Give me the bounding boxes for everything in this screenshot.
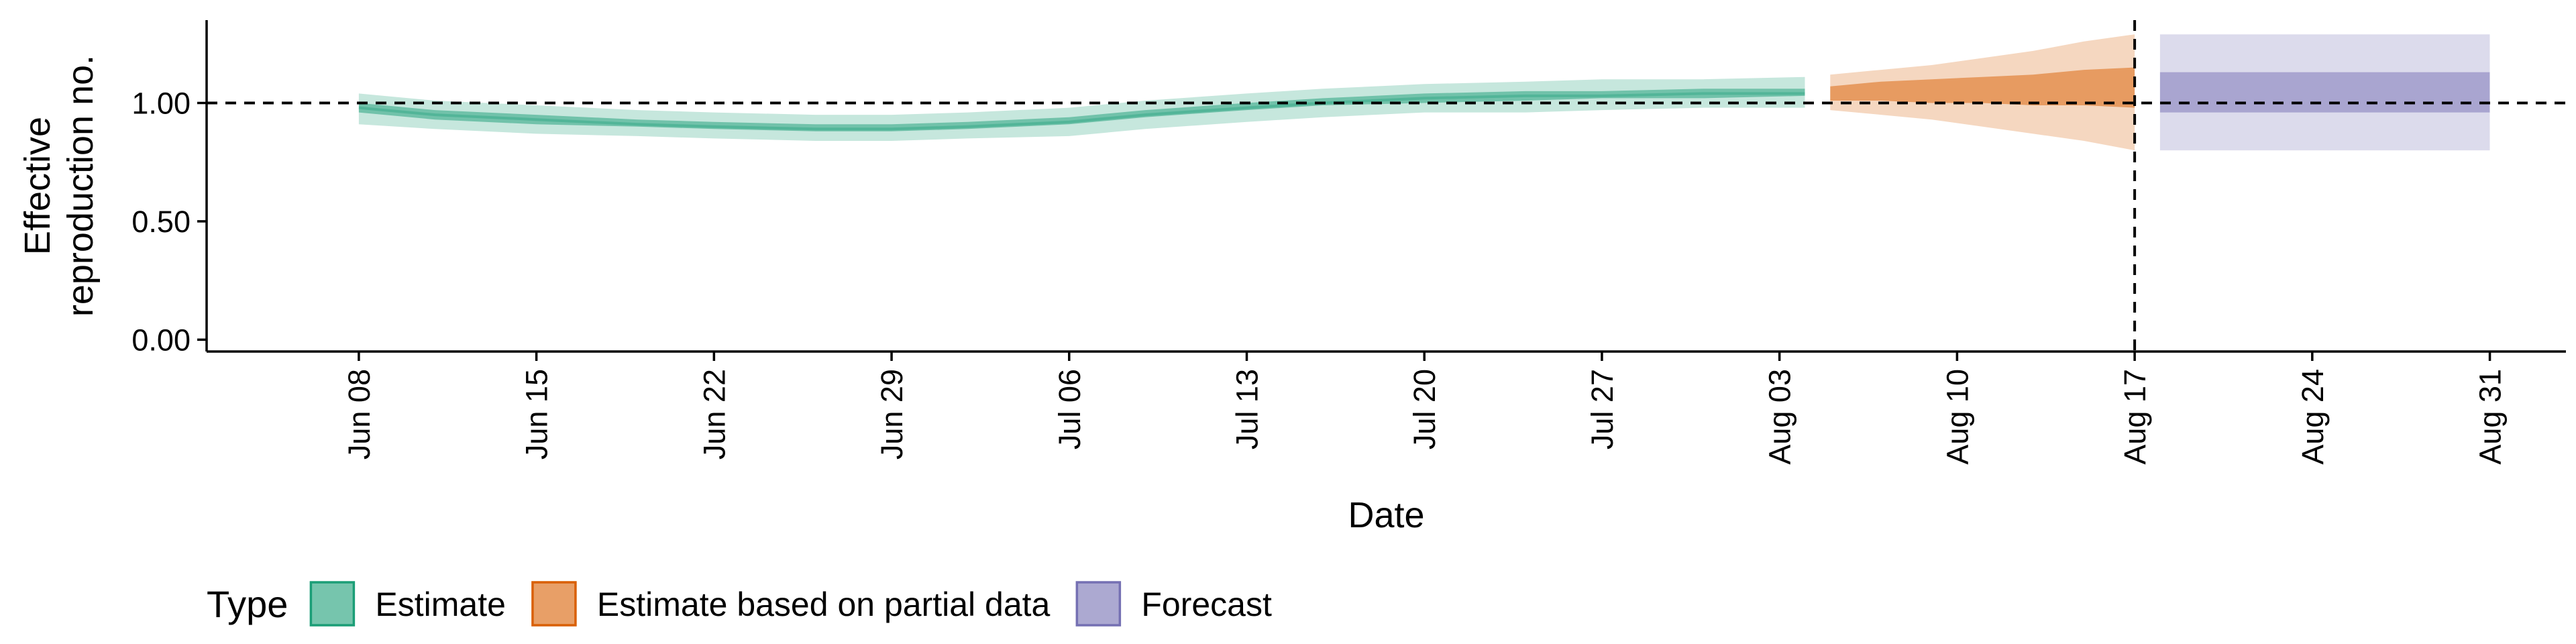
y-axis-title-line: reproduction no. [60, 55, 101, 317]
estimate-based-on-partial-data-inner-band [1830, 67, 2135, 108]
x-tick-label: Aug 03 [1763, 369, 1797, 465]
x-tick-label: Jun 22 [697, 369, 731, 460]
y-tick-label: 1.00 [131, 87, 191, 121]
legend: Type Estimate Estimate based on partial da… [207, 581, 1272, 627]
legend-swatch [531, 581, 577, 627]
x-tick-label: Jun 08 [342, 369, 376, 460]
y-tick-label: 0.00 [131, 323, 191, 357]
x-tick-label: Aug 24 [2296, 369, 2330, 465]
uncertainty-bands [358, 34, 2490, 151]
legend-title: Type [207, 583, 288, 625]
y-axis-title: Effectivereproduction no. [17, 55, 101, 317]
x-axis-title: Date [1348, 495, 1424, 535]
x-tick-label: Jul 06 [1053, 369, 1087, 449]
axes [205, 20, 2566, 353]
x-tick-label: Aug 31 [2473, 369, 2508, 465]
x-tick-label: Jul 27 [1585, 369, 1619, 449]
x-tick-label: Aug 10 [1940, 369, 1974, 465]
median-lines [358, 92, 1805, 131]
y-axis-title-line: Effective [17, 117, 58, 255]
forecast-inner-band [2159, 72, 2490, 113]
y-tick-label: 0.50 [131, 205, 191, 239]
legend-label: Estimate [375, 586, 506, 623]
y-axis-ticks: 0.00 0.50 1.00 [131, 87, 207, 357]
estimate-outer-band [358, 76, 1805, 141]
legend-swatch [309, 581, 356, 627]
x-tick-label: Jul 13 [1230, 369, 1265, 449]
x-axis-ticks: Jun 08 Jun 15 Jun 22 Jun 29 Jul 06 Jul 13 Jul … [342, 352, 2508, 465]
legend-swatch [1075, 581, 1122, 627]
x-tick-label: Jun 15 [520, 369, 554, 460]
x-tick-label: Jul 20 [1407, 369, 1442, 449]
estimate-median-line [358, 92, 1805, 131]
estimate-inner-band [358, 89, 1805, 131]
x-tick-label: Aug 17 [2118, 369, 2152, 465]
x-tick-label: Jun 29 [875, 369, 909, 460]
legend-label: Forecast [1141, 586, 1272, 623]
legend-label: Estimate based on partial data [597, 586, 1051, 623]
